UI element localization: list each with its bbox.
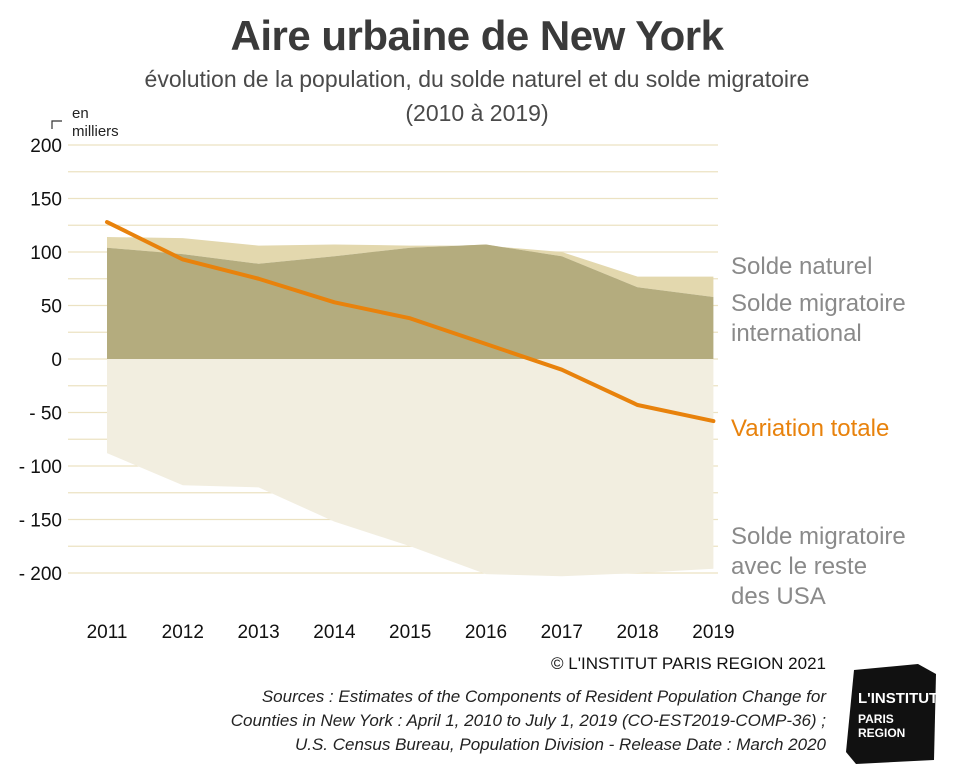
y-tick-label: - 100	[19, 457, 62, 478]
y-tick-label: 100	[30, 243, 62, 264]
y-axis: 200 150 100 50 0 - 50 - 100 - 150 - 200	[19, 136, 62, 585]
line-series	[105, 220, 716, 424]
x-tick-label: 2016	[465, 622, 507, 643]
y-tick-label: 200	[30, 136, 62, 157]
legend-label-domestic: Solde migratoire	[731, 523, 906, 550]
legend-label-natural: Solde naturel	[731, 253, 872, 280]
legend-label-domestic: des USA	[731, 583, 826, 610]
sources-line: Sources : Estimates of the Components of…	[261, 687, 826, 706]
unit-label-line2: milliers	[72, 123, 119, 140]
x-tick-label: 2018	[616, 622, 658, 643]
x-tick-label: 2014	[313, 622, 356, 643]
y-tick-label: 150	[30, 190, 62, 211]
legend-label-international: Solde migratoire	[731, 290, 906, 317]
institut-logo	[846, 664, 936, 764]
y-tick-label: - 50	[29, 404, 62, 425]
y-tick-label: 0	[51, 350, 62, 371]
legend: Solde naturel Solde migratoire internation…	[731, 253, 906, 610]
x-tick-label: 2013	[237, 622, 279, 643]
chart-subtitle: évolution de la population, du solde nat…	[144, 66, 810, 92]
line-total-variation	[105, 220, 716, 424]
area-natural-balance	[107, 237, 714, 297]
y-tick-label: 50	[41, 297, 62, 318]
area-series	[107, 237, 714, 577]
area-international-migration	[107, 244, 714, 359]
chart-title: Aire urbaine de New York	[230, 12, 724, 59]
legend-label-total: Variation totale	[731, 415, 889, 442]
sources-line: U.S. Census Bureau, Population Division …	[294, 735, 826, 754]
sources: Sources : Estimates of the Components of…	[66, 685, 826, 757]
unit-label: en milliers	[51, 105, 119, 140]
x-tick-label: 2017	[541, 622, 583, 643]
y-tick-label: - 200	[19, 564, 62, 585]
x-axis: 2011 2012 2013 2014 2015 2016 2017 2018 2019	[87, 622, 735, 643]
x-tick-label: 2011	[87, 622, 128, 643]
x-tick-label: 2015	[389, 622, 431, 643]
unit-label-line1: en	[72, 105, 89, 122]
x-tick-label: 2012	[162, 622, 204, 643]
logo-text-line3: REGION	[858, 726, 906, 740]
x-tick-label: 2019	[692, 622, 734, 643]
copyright: © L'INSTITUT PARIS REGION 2021	[551, 654, 826, 673]
legend-label-domestic: avec le reste	[731, 553, 867, 580]
y-tick-label: - 150	[19, 511, 62, 532]
unit-bracket	[51, 120, 62, 129]
legend-label-international: international	[731, 320, 862, 347]
logo-text-line2: PARIS	[858, 712, 894, 726]
sources-line: Counties in New York : April 1, 2010 to …	[230, 711, 826, 730]
chart-subtitle-period: (2010 à 2019)	[405, 100, 549, 126]
logo-text-line1: L'INSTITUT	[858, 690, 939, 707]
area-domestic-migration	[107, 359, 714, 577]
